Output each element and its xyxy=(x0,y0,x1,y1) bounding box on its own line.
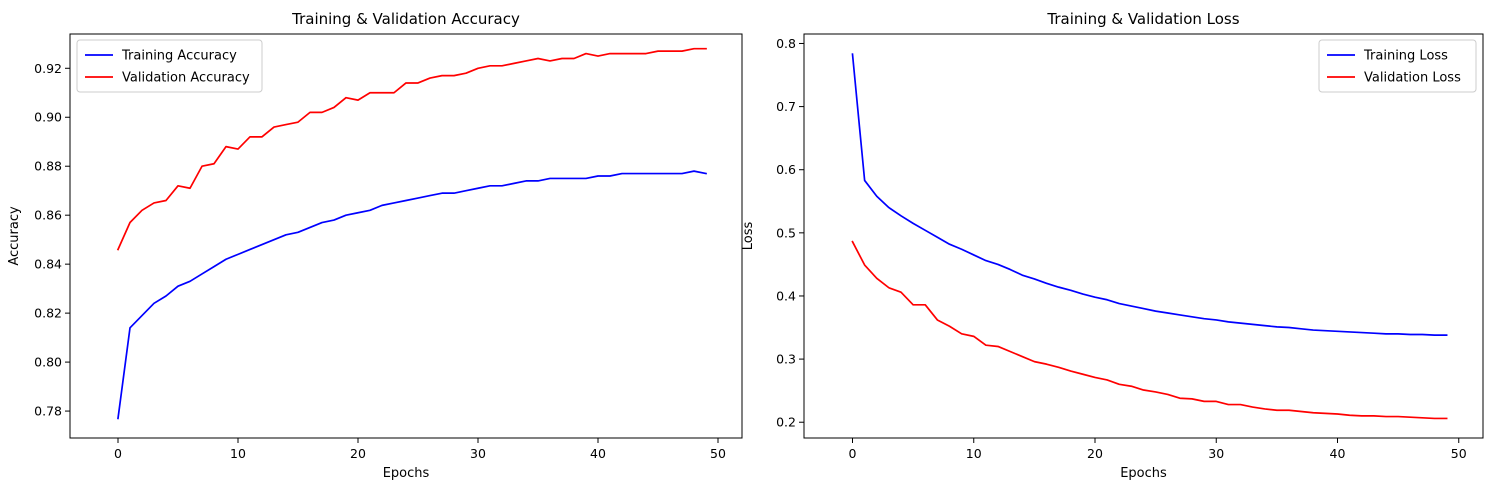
y-tick-label: 0.86 xyxy=(34,208,62,223)
series-line-training-loss xyxy=(851,53,1448,336)
y-tick-label: 0.92 xyxy=(34,61,62,76)
legend-entry-label: Training Accuracy xyxy=(121,49,237,64)
x-tick-label: 0 xyxy=(114,446,122,461)
x-tick-label: 30 xyxy=(470,446,486,461)
legend-entry-label: Validation Loss xyxy=(1364,71,1461,86)
y-tick-label: 0.78 xyxy=(34,404,62,419)
x-tick-label: 0 xyxy=(849,446,857,461)
y-tick-label: 0.82 xyxy=(34,306,62,321)
x-tick-label: 10 xyxy=(230,446,246,461)
x-tick-label: 20 xyxy=(1087,446,1103,461)
legend: Training Accuracy Validation Accuracy xyxy=(76,39,263,93)
y-tick-label: 0.3 xyxy=(776,352,796,367)
y-tick-label: 0.80 xyxy=(34,355,62,370)
chart-panel-2: Training & Validation Loss 0 10 20 30 40 50 0.2… xyxy=(741,10,1484,481)
plot-area-frame xyxy=(69,33,743,439)
y-tick-label: 0.84 xyxy=(34,257,62,272)
plot-area-frame xyxy=(803,33,1484,439)
x-tick-label: 50 xyxy=(1451,446,1467,461)
x-tick-label: 50 xyxy=(710,446,726,461)
x-tick-label: 20 xyxy=(350,446,366,461)
y-tick-label: 0.6 xyxy=(776,162,796,177)
y-tick-label: 0.4 xyxy=(776,288,796,303)
chart-panel-1: Training & Validation Accuracy 0 10 20 30 40 5… xyxy=(7,10,743,481)
x-tick-label: 40 xyxy=(590,446,606,461)
x-axis-label: Epochs xyxy=(1120,466,1167,481)
y-tick-label: 0.5 xyxy=(776,225,796,240)
legend: Training Loss Validation Loss xyxy=(1318,39,1477,93)
legend-entry-label: Validation Accuracy xyxy=(122,71,250,86)
legend-box xyxy=(1318,39,1477,93)
y-axis-label: Loss xyxy=(741,222,756,251)
legend-box xyxy=(76,39,263,93)
y-tick-label: 0.90 xyxy=(34,110,62,125)
y-tick-label: 0.88 xyxy=(34,159,62,174)
y-axis-label: Accuracy xyxy=(7,206,22,266)
x-tick-label: 40 xyxy=(1330,446,1346,461)
y-tick-label: 0.2 xyxy=(776,415,796,430)
x-tick-label: 10 xyxy=(966,446,982,461)
x-tick-label: 30 xyxy=(1208,446,1224,461)
chart-title: Training & Validation Accuracy xyxy=(291,10,520,28)
series-line-validation-loss xyxy=(851,240,1448,420)
x-axis-label: Epochs xyxy=(383,466,430,481)
y-tick-label: 0.7 xyxy=(776,99,796,114)
y-tick-label: 0.8 xyxy=(776,36,796,51)
series-line-training-accuracy xyxy=(117,170,708,420)
legend-entry-label: Training Loss xyxy=(1363,49,1448,64)
chart-title: Training & Validation Loss xyxy=(1046,10,1239,28)
series-line-validation-accuracy xyxy=(116,47,707,251)
